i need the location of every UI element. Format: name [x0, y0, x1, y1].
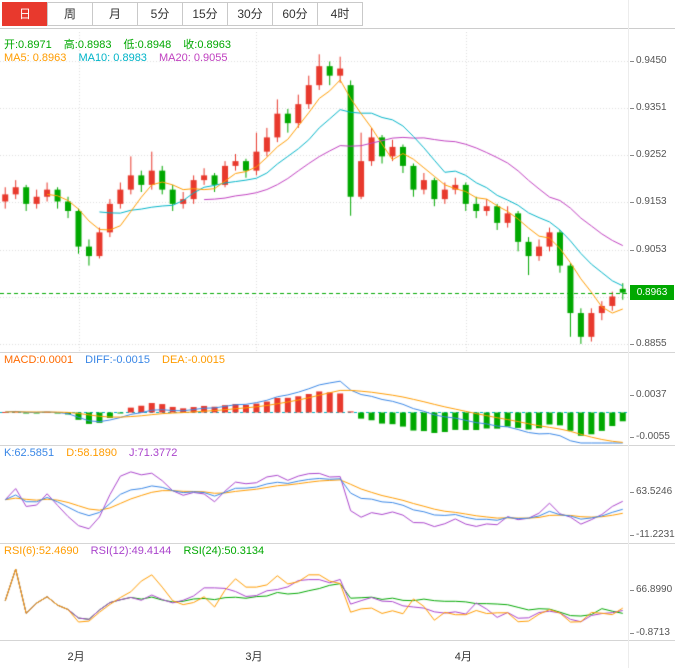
- tab-month[interactable]: 月: [92, 2, 138, 26]
- tab-4hour[interactable]: 4时: [317, 2, 363, 26]
- ma20-value: MA20: 0.9055: [159, 52, 228, 64]
- panel-divider: [0, 640, 675, 641]
- timeframe-toolbar: 日 周 月 5分 15分 30分 60分 4时: [0, 0, 675, 29]
- y-axis-label: 63.5246: [629, 486, 675, 498]
- x-axis-label: 3月: [245, 651, 263, 663]
- y-axis-label: -11.2231: [629, 529, 675, 541]
- panel-divider: [0, 445, 675, 446]
- macd-chart-canvas[interactable]: [0, 368, 628, 445]
- y-axis-label: 66.8990: [629, 584, 675, 596]
- dea-value: DEA:-0.0015: [162, 354, 226, 366]
- tab-day[interactable]: 日: [2, 2, 48, 26]
- panel-divider: [0, 543, 675, 544]
- y-axis-label: 0.9252: [629, 149, 675, 161]
- x-axis-label: 2月: [67, 651, 85, 663]
- tab-5min[interactable]: 5分: [137, 2, 183, 26]
- macd-readout: MACD:0.0001 DIFF:-0.0015 DEA:-0.0015: [4, 354, 234, 366]
- tab-30min[interactable]: 30分: [227, 2, 273, 26]
- diff-value: DIFF:-0.0015: [85, 354, 150, 366]
- tab-60min[interactable]: 60分: [272, 2, 318, 26]
- y-axis-label: -0.0055: [629, 431, 675, 443]
- y-axis-label: 0.0037: [629, 389, 675, 401]
- kdj-chart-canvas[interactable]: [0, 462, 628, 543]
- x-axis-label: 4月: [454, 651, 472, 663]
- ma-readout: MA5: 0.8963 MA10: 0.8983 MA20: 0.9055: [4, 52, 237, 64]
- y-axis-label: -0.8713: [629, 627, 675, 639]
- candlestick-chart-canvas[interactable]: [0, 32, 628, 352]
- y-axis-label: 0.9450: [629, 55, 675, 67]
- y-axis-label: 0.9053: [629, 244, 675, 256]
- rsi12-value: RSI(12):49.4144: [90, 545, 172, 557]
- rsi6-value: RSI(6):52.4690: [4, 545, 79, 557]
- y-axis-label: 0.9153: [629, 196, 675, 208]
- high-value: 高:0.8983: [63, 39, 112, 51]
- open-value: 开:0.8971: [4, 39, 52, 51]
- ohlc-readout: 开:0.8971 高:0.8983 低:0.8948 收:0.8963: [4, 36, 240, 52]
- y-axis-label: 0.9351: [629, 102, 675, 114]
- k-value: K:62.5851: [4, 447, 55, 459]
- current-price-badge: 0.8963: [630, 284, 674, 300]
- rsi24-value: RSI(24):50.3134: [183, 545, 265, 557]
- tab-week[interactable]: 周: [47, 2, 93, 26]
- price-axis: 0.8963 0.9450 0.9351 0.9252 0.9153 0.9053 0.8…: [628, 0, 675, 668]
- kdj-readout: K:62.5851 D:58.1890 J:71.3772: [4, 447, 186, 459]
- ma5-value: MA5: 0.8963: [4, 52, 67, 64]
- low-value: 低:0.8948: [123, 39, 172, 51]
- tab-15min[interactable]: 15分: [182, 2, 228, 26]
- d-value: D:58.1890: [66, 447, 117, 459]
- j-value: J:71.3772: [129, 447, 178, 459]
- close-value: 收:0.8963: [183, 39, 231, 51]
- macd-value: MACD:0.0001: [4, 354, 74, 366]
- ma10-value: MA10: 0.8983: [78, 52, 147, 64]
- rsi-readout: RSI(6):52.4690 RSI(12):49.4144 RSI(24):5…: [4, 545, 273, 557]
- y-axis-label: 0.8855: [629, 338, 675, 350]
- time-axis: 2月 3月 4月: [0, 641, 628, 668]
- rsi-chart-canvas[interactable]: [0, 560, 628, 640]
- panel-divider: [0, 352, 675, 353]
